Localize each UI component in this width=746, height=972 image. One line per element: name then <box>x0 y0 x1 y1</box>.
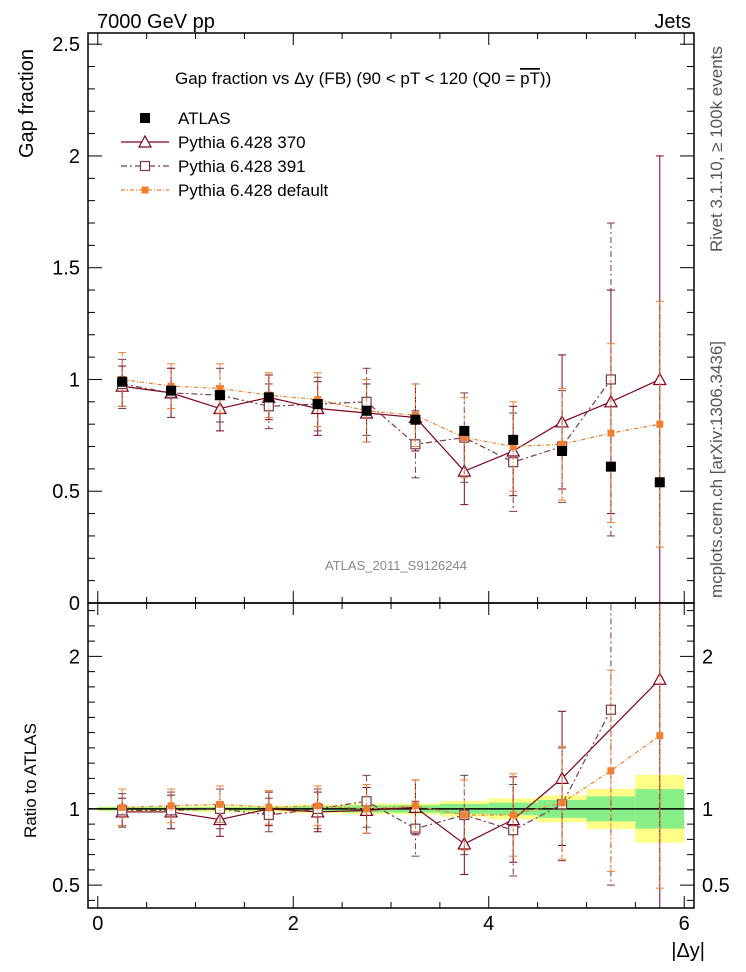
ratio-y-tick-label-left: 0.5 <box>52 875 80 897</box>
main-series-3-point <box>216 384 224 392</box>
ratio-y-tick-label-right: 2 <box>702 646 713 668</box>
chart-title: Gap fraction vs Δy (FB) (90 < pT < 120 (… <box>175 69 551 88</box>
y-tick-label: 1.5 <box>52 258 80 280</box>
ratio-series-3-point <box>118 803 126 811</box>
main-series-3-point <box>558 440 566 448</box>
ratio-series-3-point <box>363 805 371 813</box>
main-atlas-point <box>605 461 616 472</box>
ratio-series-3-point <box>167 802 175 810</box>
title-part-4: pT <box>520 69 540 88</box>
ratio-series-3-point <box>460 811 468 819</box>
ratio-series-2-line <box>122 709 612 831</box>
x-tick-label: 4 <box>483 913 494 935</box>
side-text-bottom: mcplots.cern.ch [arXiv:1306.3436] <box>707 341 726 598</box>
axes: 0 2 4 6 0 0.5 1 1.5 2 2.5 0.5 0.5 1 1 2 2 <box>52 32 730 935</box>
legend-label: ATLAS <box>178 109 231 128</box>
main-series-1-line <box>122 378 661 472</box>
legend-marker <box>141 186 149 194</box>
ratio-y-tick-label-left: 2 <box>69 646 80 668</box>
legend-label: Pythia 6.428 370 <box>178 133 306 152</box>
ratio-y-tick-label-right: 1 <box>702 799 713 821</box>
legend-marker <box>140 113 150 123</box>
y-tick-label: 2.5 <box>52 34 80 56</box>
header-left: 7000 GeV pp <box>97 11 215 33</box>
ratio-y-axis-label: Ratio to ATLAS <box>21 723 40 838</box>
ratio-series-3-point <box>216 800 224 808</box>
main-series-3-point <box>607 429 615 437</box>
ratio-y-tick-label-right: 0.5 <box>702 875 730 897</box>
title-part-1: Gap fraction vs <box>175 69 294 88</box>
title-part-3: (FB) (90 < pT < 120 (Q0 = <box>314 69 520 88</box>
y-tick-label: 0 <box>69 593 80 615</box>
main-atlas-point <box>166 385 177 396</box>
y-tick-label: 0.5 <box>52 481 80 503</box>
ratio-series-3-point <box>558 799 566 807</box>
x-axis-label: |Δy| <box>671 940 705 962</box>
ratio-series-3-point <box>607 767 615 775</box>
header-right: Jets <box>654 11 691 33</box>
legend-label: Pythia 6.428 default <box>178 181 329 200</box>
main-atlas-point <box>557 446 568 456</box>
watermark: ATLAS_2011_S9126244 <box>325 558 467 573</box>
x-tick-label: 6 <box>679 913 690 935</box>
ratio-series-3-point <box>314 802 322 810</box>
ratio-y-tick-label-left: 1 <box>69 799 80 821</box>
main-atlas-point <box>361 405 372 416</box>
main-atlas-point <box>117 376 128 387</box>
side-text-top: Rivet 3.1.10, ≥ 100k events <box>707 46 726 252</box>
ratio-series-3-point <box>656 732 664 740</box>
y-tick-label: 2 <box>69 146 80 168</box>
title-part-2: Δy <box>294 69 314 88</box>
main-atlas-point <box>214 390 225 401</box>
ratio-series-3-point <box>411 802 419 810</box>
main-atlas-point <box>459 425 470 436</box>
main-atlas-point <box>410 414 421 425</box>
x-tick-label: 2 <box>288 913 299 935</box>
y-axis-label: Gap fraction <box>16 49 38 158</box>
ratio-series-3-line <box>122 735 661 816</box>
y-tick-label: 1 <box>69 369 80 391</box>
legend-marker <box>139 160 151 172</box>
main-series-2-point <box>605 374 617 385</box>
main-atlas-point <box>312 399 323 410</box>
x-tick-label: 0 <box>92 913 103 935</box>
ratio-panel-series <box>115 603 667 908</box>
main-atlas-point <box>508 434 519 445</box>
legend-label: Pythia 6.428 391 <box>178 157 306 176</box>
main-series-3-line <box>122 378 660 448</box>
main-panel-series <box>115 155 667 603</box>
ratio-frame <box>87 602 695 909</box>
main-atlas-point <box>263 392 274 403</box>
ratio-series-3-point <box>265 803 273 811</box>
legend-marker <box>137 134 153 148</box>
main-series-3-point <box>460 434 468 442</box>
title-part-5: )) <box>540 69 551 88</box>
main-series-3-point <box>509 443 517 451</box>
legend: ATLAS Pythia 6.428 370 Pythia 6.428 391 Pyt… <box>121 109 329 200</box>
main-atlas-point <box>654 477 665 488</box>
main-series-3-point <box>656 420 664 428</box>
ratio-series-3-point <box>509 811 517 819</box>
